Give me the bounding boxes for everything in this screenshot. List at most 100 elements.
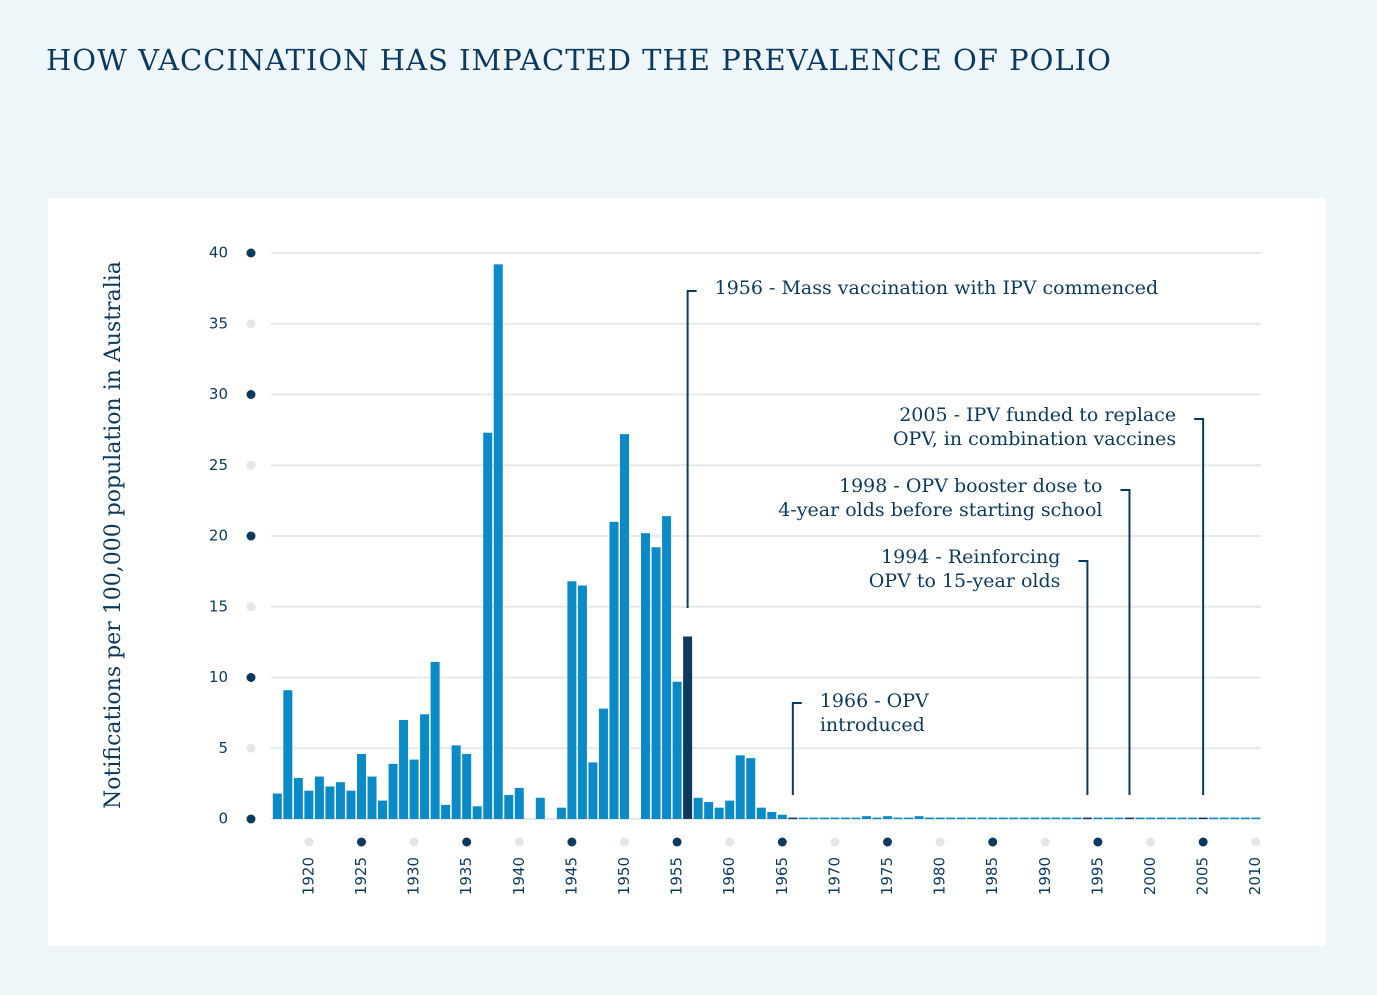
annotation-text: 4-year olds before starting school <box>778 499 1102 521</box>
bar <box>883 816 893 819</box>
bar <box>756 807 766 819</box>
y-tick-label: 5 <box>218 739 228 757</box>
x-tick-dot <box>830 837 840 847</box>
bar <box>1019 817 1029 820</box>
x-tick-dot <box>514 837 524 847</box>
bar <box>441 804 451 819</box>
x-tick-label: 1990 <box>1036 857 1054 895</box>
x-tick-label: 1945 <box>562 857 580 895</box>
y-tick-label: 25 <box>209 456 228 474</box>
annotation-line <box>1078 560 1089 795</box>
bar <box>904 817 914 820</box>
y-tick-dot <box>246 248 256 258</box>
bar <box>619 434 629 819</box>
bar <box>556 807 566 819</box>
bar <box>609 521 619 819</box>
bar <box>851 817 861 820</box>
x-tick-label: 1925 <box>352 857 370 895</box>
bar <box>641 533 651 819</box>
annotation-text: 1966 - OPV <box>820 690 929 712</box>
bar <box>1209 817 1219 820</box>
bar <box>1146 817 1156 820</box>
y-tick-label: 35 <box>209 314 228 332</box>
bar <box>367 776 377 819</box>
annotation-text: 1956 - Mass vaccination with IPV commenc… <box>715 277 1159 299</box>
y-tick-dot <box>246 673 256 682</box>
bar <box>504 794 514 819</box>
y-tick-label: 0 <box>218 810 228 828</box>
y-tick-dot <box>246 814 256 824</box>
bar <box>293 777 303 819</box>
y-tick-label: 10 <box>209 668 228 686</box>
x-tick-dot <box>462 837 472 847</box>
bar <box>1030 817 1040 820</box>
x-tick-label: 2010 <box>1246 857 1264 895</box>
x-tick-dot <box>619 837 629 847</box>
x-tick-label: 1940 <box>510 857 528 895</box>
bar <box>998 817 1008 820</box>
x-tick-label: 1935 <box>457 857 475 895</box>
chart-title: HOW VACCINATION HAS IMPACTED THE PREVALE… <box>46 43 1112 77</box>
x-tick-dot <box>1040 837 1050 847</box>
bar <box>746 758 756 819</box>
bar <box>893 817 903 820</box>
x-tick-label: 1980 <box>931 857 949 895</box>
bar <box>1082 817 1092 820</box>
x-tick-label: 1930 <box>405 857 423 895</box>
annotation-line <box>791 702 802 795</box>
bar <box>704 802 714 819</box>
annotation-line <box>1120 489 1131 795</box>
bar <box>378 800 388 819</box>
bar <box>399 719 409 819</box>
bar <box>914 816 924 819</box>
bar <box>272 793 282 819</box>
y-tick-dot <box>246 531 256 541</box>
bar <box>651 547 661 819</box>
bar <box>788 817 798 820</box>
bar <box>1051 817 1061 820</box>
bar <box>346 790 356 819</box>
annotation-text: 2005 - IPV funded to replace <box>899 404 1176 426</box>
bar <box>283 690 293 819</box>
x-tick-dot <box>672 837 682 847</box>
bar <box>946 817 956 820</box>
bar <box>830 817 840 820</box>
x-tick-dot <box>988 837 998 847</box>
y-tick-dot <box>246 390 256 399</box>
bar <box>451 745 461 819</box>
y-tick-label: 30 <box>209 385 228 403</box>
x-tick-dot <box>356 837 366 847</box>
bar <box>767 811 777 819</box>
x-tick-label: 1955 <box>668 857 686 895</box>
x-tick-label: 1995 <box>1088 857 1106 895</box>
bar <box>304 790 314 819</box>
bar <box>735 755 745 819</box>
bar <box>925 817 935 820</box>
bar <box>1167 817 1177 820</box>
bar <box>1156 817 1166 820</box>
y-tick-dot <box>246 602 256 612</box>
bar <box>462 753 472 819</box>
y-tick-dot <box>246 460 256 470</box>
bar <box>798 817 808 820</box>
bar <box>598 708 608 819</box>
y-tick-label: 40 <box>209 244 228 262</box>
x-tick-dot <box>883 837 893 847</box>
bar <box>567 581 577 819</box>
x-tick-label: 1960 <box>720 857 738 895</box>
x-tick-label: 1985 <box>983 857 1001 895</box>
bar <box>388 763 398 819</box>
bar <box>935 817 945 820</box>
annotation-text: 1998 - OPV booster dose to <box>839 475 1102 497</box>
bar <box>1040 817 1050 820</box>
annotation-text: OPV to 15-year olds <box>869 570 1061 592</box>
bar <box>472 806 482 819</box>
x-tick-label: 1975 <box>878 857 896 895</box>
bar <box>483 432 493 819</box>
y-axis-label: Notifications per 100,000 population in … <box>101 261 126 809</box>
bar <box>409 759 419 819</box>
annotation-text: OPV, in combination vaccines <box>893 428 1176 450</box>
bar <box>693 797 703 819</box>
bar <box>535 797 545 819</box>
bar <box>988 817 998 820</box>
